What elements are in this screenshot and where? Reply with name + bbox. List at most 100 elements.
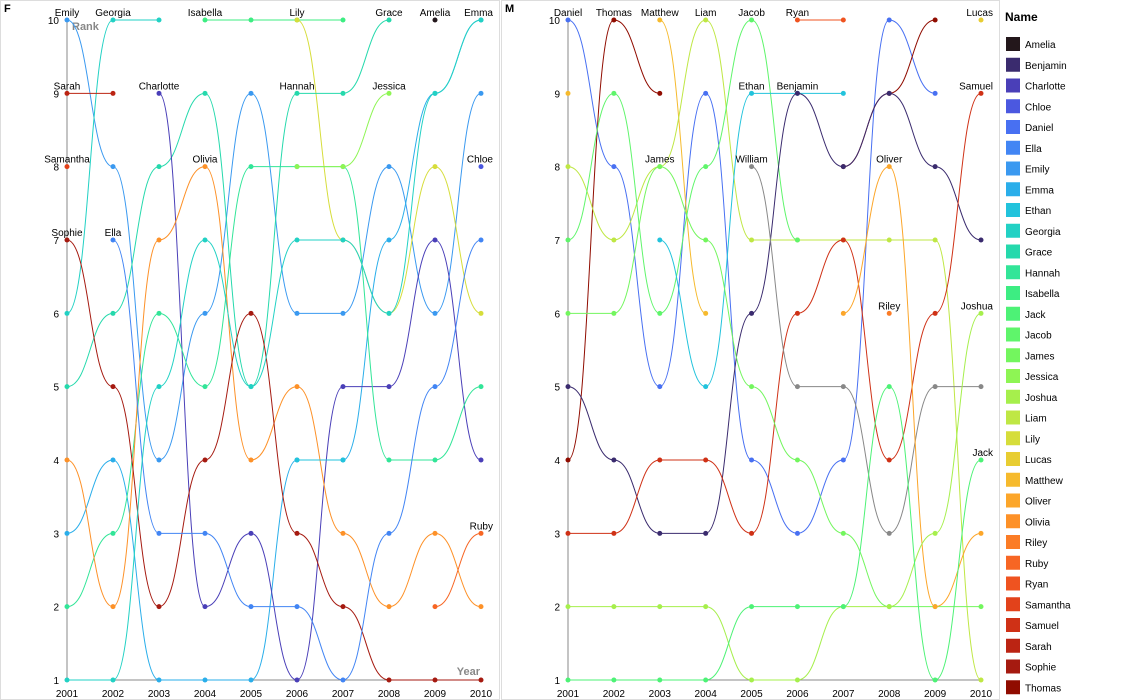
data-point — [110, 164, 116, 170]
y-tick-label: 3 — [554, 529, 560, 540]
name-label: Charlotte — [139, 81, 180, 92]
data-point — [110, 237, 116, 243]
data-point — [294, 604, 300, 610]
x-tick-label: 2009 — [924, 689, 947, 700]
legend-label: Emily — [1025, 165, 1049, 176]
data-point — [248, 677, 254, 683]
name-label: Jack — [972, 448, 994, 459]
name-label: Olivia — [192, 155, 217, 166]
data-point — [703, 604, 709, 610]
name-label: Ryan — [786, 8, 809, 19]
name-label: Lily — [289, 8, 304, 19]
data-point — [294, 237, 300, 243]
panel-frame — [501, 0, 1000, 700]
legend: Name Amelia Benjamin Charlotte Chloe Daniel El… — [1005, 10, 1071, 695]
data-point — [565, 384, 571, 390]
data-point — [565, 604, 571, 610]
data-point — [703, 677, 709, 683]
data-point — [703, 90, 709, 96]
data-point — [64, 310, 70, 316]
name-label: Daniel — [554, 8, 582, 19]
x-axis-title: Year — [457, 666, 481, 678]
data-point — [294, 90, 300, 96]
data-point — [64, 384, 70, 390]
data-point — [794, 237, 800, 243]
legend-label: Hannah — [1025, 268, 1060, 279]
data-point — [749, 237, 755, 243]
data-point — [565, 677, 571, 683]
data-point — [840, 164, 846, 170]
legend-swatch — [1006, 431, 1020, 446]
data-point — [340, 17, 346, 23]
data-point — [978, 530, 984, 536]
series-line-benjamin — [567, 92, 982, 534]
data-point — [478, 530, 484, 536]
legend-swatch — [1006, 265, 1020, 280]
data-point — [386, 164, 392, 170]
data-point — [703, 530, 709, 536]
data-point — [478, 384, 484, 390]
data-point — [794, 17, 800, 23]
name-label: Oliver — [876, 155, 903, 166]
data-point — [478, 310, 484, 316]
data-point — [248, 310, 254, 316]
legend-swatch — [1006, 57, 1020, 72]
legend-label: Georgia — [1025, 227, 1061, 238]
data-point — [657, 17, 663, 23]
name-label: Grace — [375, 8, 403, 19]
data-point — [64, 17, 70, 23]
data-point — [886, 457, 892, 463]
data-point — [749, 384, 755, 390]
data-point — [749, 17, 755, 23]
data-point — [478, 604, 484, 610]
data-point — [432, 164, 438, 170]
legend-swatch — [1006, 514, 1020, 529]
data-point — [794, 384, 800, 390]
legend-label: Lily — [1025, 434, 1040, 445]
legend-swatch — [1006, 99, 1020, 114]
data-point — [386, 457, 392, 463]
data-point — [110, 17, 116, 23]
series-line-oliver — [843, 166, 982, 608]
data-point — [432, 530, 438, 536]
data-point — [248, 530, 254, 536]
legend-swatch — [1006, 120, 1020, 134]
series-line-olivia — [66, 166, 482, 608]
legend-label: Ella — [1025, 144, 1042, 155]
data-point — [703, 457, 709, 463]
data-point — [202, 90, 208, 96]
name-label: Georgia — [95, 8, 131, 19]
data-point — [202, 677, 208, 683]
legend-label: Samuel — [1025, 621, 1059, 632]
data-point — [64, 677, 70, 683]
data-point — [432, 604, 438, 610]
legend-label: Oliver — [1025, 497, 1052, 508]
data-point — [294, 530, 300, 536]
data-point — [978, 384, 984, 390]
data-point — [932, 90, 938, 96]
x-tick-label: 2010 — [970, 689, 993, 700]
data-point — [248, 384, 254, 390]
x-tick-label: 2006 — [786, 689, 809, 700]
y-tick-label: 5 — [554, 383, 560, 394]
data-point — [703, 237, 709, 243]
data-point — [565, 90, 571, 96]
data-point — [294, 164, 300, 170]
data-point — [703, 17, 709, 23]
data-point — [565, 457, 571, 463]
x-tick-label: 2005 — [740, 689, 763, 700]
legend-label: Charlotte — [1025, 82, 1066, 93]
name-label: Amelia — [420, 8, 451, 19]
data-point — [840, 310, 846, 316]
legend-swatch — [1006, 286, 1020, 300]
data-point — [657, 457, 663, 463]
data-point — [478, 164, 484, 170]
name-label: Emma — [464, 8, 493, 19]
data-point — [110, 604, 116, 610]
panel-label: M — [505, 3, 514, 15]
y-tick-label: 6 — [53, 309, 59, 320]
data-point — [932, 530, 938, 536]
data-point — [156, 17, 162, 23]
data-point — [248, 604, 254, 610]
